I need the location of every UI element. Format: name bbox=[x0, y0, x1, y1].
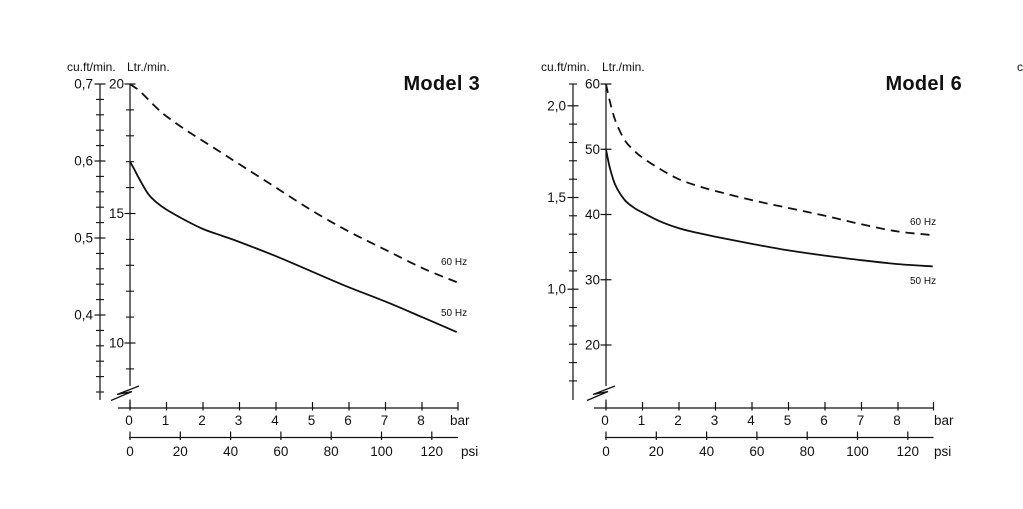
bar-tick-label: 5 bbox=[308, 413, 316, 428]
cuft-tick-label: 0,6 bbox=[74, 154, 93, 169]
bar-tick-label: 1 bbox=[638, 413, 646, 428]
psi-tick-label: 40 bbox=[223, 444, 238, 459]
ltr-tick-label: 50 bbox=[585, 142, 600, 157]
psi-tick-label: 0 bbox=[126, 444, 134, 459]
bar-tick-label: 2 bbox=[198, 413, 206, 428]
bar-tick-label: 8 bbox=[893, 413, 901, 428]
psi-tick-label: 120 bbox=[421, 444, 444, 459]
ltr-tick-label: 40 bbox=[585, 207, 600, 222]
bar-tick-label: 7 bbox=[381, 413, 389, 428]
y-axis-label-cuft-1: cu.ft/min. bbox=[541, 60, 590, 74]
bar-tick-label: 3 bbox=[711, 413, 719, 428]
ltr-tick-label: 20 bbox=[109, 77, 124, 92]
axis-break-mark bbox=[110, 385, 140, 402]
cuft-tick-label: 2,0 bbox=[547, 98, 566, 113]
legend-60hz-1: 60 Hz bbox=[910, 217, 936, 228]
bar-tick-label: 7 bbox=[857, 413, 865, 428]
y-axis-label-ltr-1: Ltr./min. bbox=[602, 60, 645, 74]
psi-tick-label: 20 bbox=[649, 444, 664, 459]
curve-60hz bbox=[605, 83, 933, 236]
ltr-tick-label: 20 bbox=[585, 338, 600, 353]
bar-tick-label: 1 bbox=[162, 413, 170, 428]
bar-tick-label: 3 bbox=[235, 413, 243, 428]
y-axis-label-ltr-0: Ltr./min. bbox=[127, 60, 170, 74]
ltr-tick-label: 60 bbox=[585, 77, 600, 92]
cuft-tick-label: 1,5 bbox=[547, 190, 566, 205]
cuft-tick-label: 0,7 bbox=[74, 77, 93, 92]
psi-tick-label: 80 bbox=[324, 444, 339, 459]
cuft-tick-label: 0,4 bbox=[74, 308, 93, 323]
bar-tick-label: 0 bbox=[125, 413, 133, 428]
y-axis-label-cuft-0: cu.ft/min. bbox=[67, 60, 116, 74]
bar-tick-label: 6 bbox=[344, 413, 352, 428]
psi-tick-label: 80 bbox=[800, 444, 815, 459]
bar-tick-label: 4 bbox=[747, 413, 755, 428]
psi-tick-label: 40 bbox=[699, 444, 714, 459]
ltr-tick-label: 15 bbox=[109, 206, 124, 221]
x-axis-unit-bar-0: bar bbox=[450, 413, 470, 428]
bar-tick-label: 6 bbox=[820, 413, 828, 428]
psi-tick-label: 0 bbox=[602, 444, 610, 459]
x-axis-unit-bar-1: bar bbox=[934, 413, 954, 428]
x-axis-unit-psi-0: psi bbox=[461, 444, 478, 459]
bar-tick-label: 2 bbox=[674, 413, 682, 428]
bar-tick-label: 0 bbox=[601, 413, 609, 428]
psi-tick-label: 100 bbox=[370, 444, 393, 459]
axis-break-mark bbox=[586, 385, 616, 402]
x-axis-unit-psi-1: psi bbox=[934, 444, 951, 459]
legend-50hz-0: 50 Hz bbox=[441, 308, 467, 319]
psi-tick-label: 60 bbox=[749, 444, 764, 459]
ltr-tick-label: 10 bbox=[109, 336, 124, 351]
psi-tick-label: 120 bbox=[897, 444, 920, 459]
cuft-tick-label: 1,0 bbox=[547, 282, 566, 297]
legend-50hz-1: 50 Hz bbox=[910, 276, 936, 287]
cuft-tick-label: 0,5 bbox=[74, 231, 93, 246]
psi-tick-label: 20 bbox=[173, 444, 188, 459]
curve-50hz bbox=[605, 149, 933, 268]
bar-tick-label: 8 bbox=[417, 413, 425, 428]
bar-tick-label: 5 bbox=[784, 413, 792, 428]
ltr-tick-label: 30 bbox=[585, 272, 600, 287]
clipped-next-chart-label: cu.ft/min. bbox=[1017, 60, 1023, 74]
bar-tick-label: 4 bbox=[271, 413, 279, 428]
psi-tick-label: 60 bbox=[273, 444, 288, 459]
curve-50hz bbox=[129, 161, 458, 333]
chart-title-model-6: Model 6 bbox=[885, 73, 962, 95]
curve-60hz bbox=[129, 83, 458, 283]
psi-tick-label: 100 bbox=[846, 444, 869, 459]
legend-60hz-0: 60 Hz bbox=[441, 257, 467, 268]
chart-title-model-3: Model 3 bbox=[403, 73, 480, 95]
